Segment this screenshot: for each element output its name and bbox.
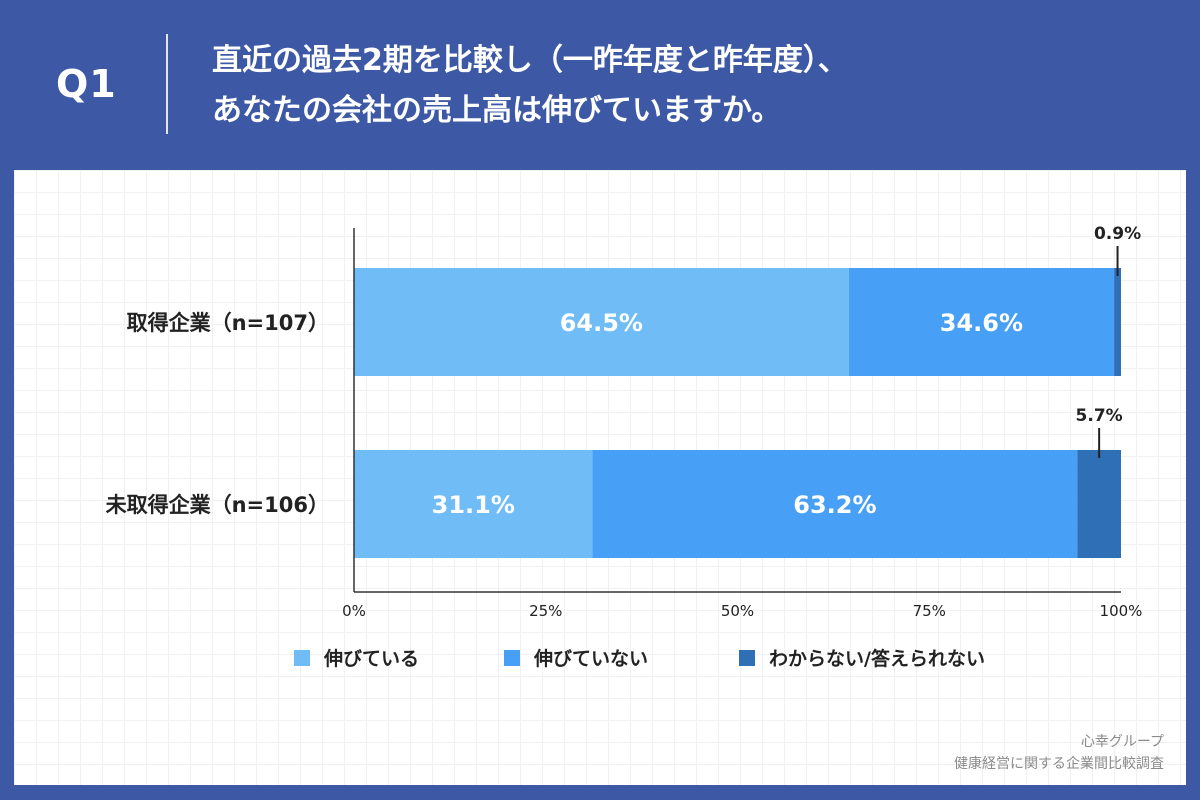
- x-tick-label: 100%: [1100, 602, 1143, 620]
- legend-swatch: [504, 650, 520, 666]
- question-number: Q1: [56, 62, 117, 106]
- question-text: 直近の過去2期を比較し（一昨年度と昨年度）、 あなたの会社の売上高は伸びています…: [212, 36, 1172, 136]
- data-label: 64.5%: [560, 309, 643, 337]
- category-label: 未取得企業（n=106）: [106, 493, 329, 517]
- legend-swatch: [294, 650, 310, 666]
- bar-segment: [848, 268, 1115, 376]
- category-label: 取得企業（n=107）: [127, 311, 329, 335]
- data-label: 63.2%: [793, 491, 876, 519]
- legend-label: わからない/答えられない: [769, 647, 985, 670]
- footer-brand: 心幸グループ: [1081, 734, 1164, 750]
- question-line-1: 直近の過去2期を比較し（一昨年度と昨年度）、: [212, 43, 848, 78]
- bar-segment: [354, 450, 593, 558]
- x-tick-label: 25%: [529, 602, 562, 620]
- footer-survey: 健康経営に関する企業間比較調査: [954, 755, 1164, 772]
- bar-segment: [592, 450, 1078, 558]
- header-divider: [166, 34, 168, 134]
- data-label: 0.9%: [1094, 224, 1141, 244]
- x-tick-label: 75%: [913, 602, 946, 620]
- data-label: 5.7%: [1076, 406, 1123, 426]
- bar-segment: [1077, 450, 1121, 558]
- bar-segment: [354, 268, 849, 376]
- stacked-bar-chart: 取得企業（n=107） 未取得企業（n=106） 64.5% 34.6% 0.9% 31…: [106, 224, 1164, 772]
- x-tick-label: 50%: [721, 602, 754, 620]
- legend-label: 伸びている: [323, 647, 419, 670]
- question-line-2: あなたの会社の売上高は伸びていますか。: [212, 93, 782, 128]
- data-label: 34.6%: [940, 309, 1023, 337]
- header: Q1 直近の過去2期を比較し（一昨年度と昨年度）、 あなたの会社の売上高は伸びて…: [0, 0, 1200, 170]
- legend-swatch: [739, 650, 755, 666]
- chart-panel: 取得企業（n=107） 未取得企業（n=106） 64.5% 34.6% 0.9% 31…: [14, 170, 1186, 785]
- bar-segment: [1114, 268, 1121, 376]
- data-label: 31.1%: [432, 491, 515, 519]
- legend-label: 伸びていない: [533, 647, 648, 670]
- x-tick-label: 0%: [342, 602, 366, 620]
